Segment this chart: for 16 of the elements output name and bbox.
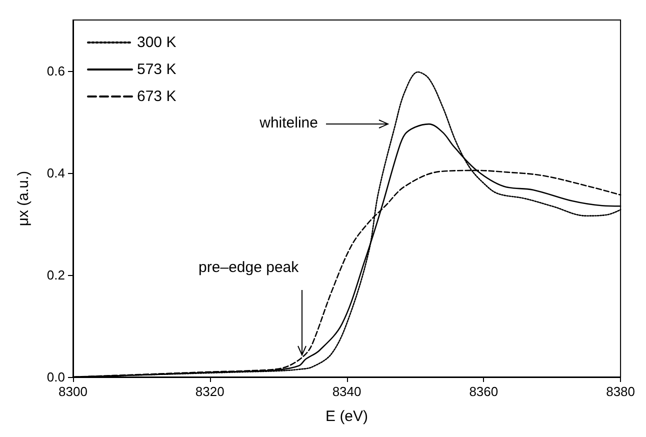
x-tick-label: 8320	[195, 384, 224, 399]
x-tick-label: 8360	[469, 384, 498, 399]
y-tick-label: 0.2	[46, 268, 65, 282]
legend-label: 673 K	[137, 88, 176, 105]
annotation: pre–edge peak	[198, 259, 300, 276]
legend-label: 300 K	[137, 34, 176, 51]
y-tick-label: 0.4	[46, 166, 65, 180]
y-axis-title: μx (a.u.)	[15, 170, 32, 226]
legend-label: 573 K	[137, 61, 176, 78]
annotation: whiteline	[258, 114, 318, 132]
y-tick-label: 0.6	[46, 64, 65, 78]
x-tick-label: 8340	[332, 384, 362, 399]
x-tick-label: 8300	[58, 384, 88, 399]
x-tick-label: 8380	[606, 384, 635, 399]
x-axis-title: E (eV)	[326, 408, 368, 425]
y-tick-label: 0.0	[46, 370, 65, 384]
